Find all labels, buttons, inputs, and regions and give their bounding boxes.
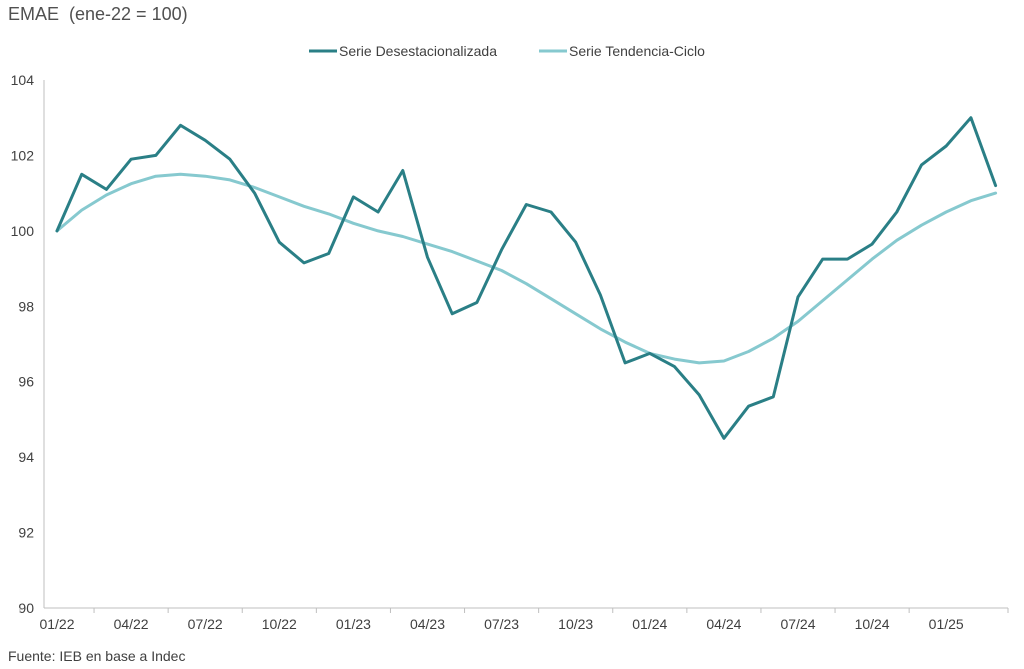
- x-axis-ticks: 01/22 04/22 07/22 10/22 01/23 04/23 07/23 10/23…: [19, 608, 1009, 632]
- x-tick-label: 07/24: [780, 616, 815, 632]
- legend-label: Serie Tendencia-Ciclo: [569, 43, 705, 59]
- y-axis-ticks: 90 92 94 96 98 100 102 104: [11, 72, 35, 616]
- y-tick-label: 94: [18, 449, 34, 465]
- x-tick-label: 07/23: [484, 616, 519, 632]
- x-tick-label: 01/24: [632, 616, 667, 632]
- x-tick-label: 04/24: [706, 616, 741, 632]
- source-note: Fuente: IEB en base a Indec: [8, 648, 186, 664]
- legend-label: Serie Desestacionalizada: [339, 43, 497, 59]
- series-lines: [55, 116, 998, 440]
- x-tick-label: 01/22: [39, 616, 74, 632]
- legend: Serie Desestacionalizada Serie Tendencia-…: [309, 43, 705, 59]
- x-tick-label: 10/24: [855, 616, 890, 632]
- y-tick-label: 104: [11, 72, 35, 88]
- y-tick-label: 90: [18, 600, 34, 616]
- y-tick-label: 100: [11, 223, 35, 239]
- x-tick-label: 04/22: [114, 616, 149, 632]
- y-tick-label: 102: [11, 147, 35, 163]
- x-tick-label: 01/23: [336, 616, 371, 632]
- series-line-tendencia-ciclo: [55, 172, 998, 365]
- chart-title: EMAE (ene-22 = 100): [8, 4, 188, 24]
- series-line-desestacionalizada: [55, 116, 998, 440]
- y-tick-label: 96: [18, 374, 34, 390]
- y-tick-label: 92: [18, 525, 34, 541]
- x-tick-label: 04/23: [410, 616, 445, 632]
- x-tick-label: 07/22: [188, 616, 223, 632]
- x-tick-label: 01/25: [929, 616, 964, 632]
- y-tick-label: 98: [18, 298, 34, 314]
- x-tick-label: 10/22: [262, 616, 297, 632]
- x-tick-label: 10/23: [558, 616, 593, 632]
